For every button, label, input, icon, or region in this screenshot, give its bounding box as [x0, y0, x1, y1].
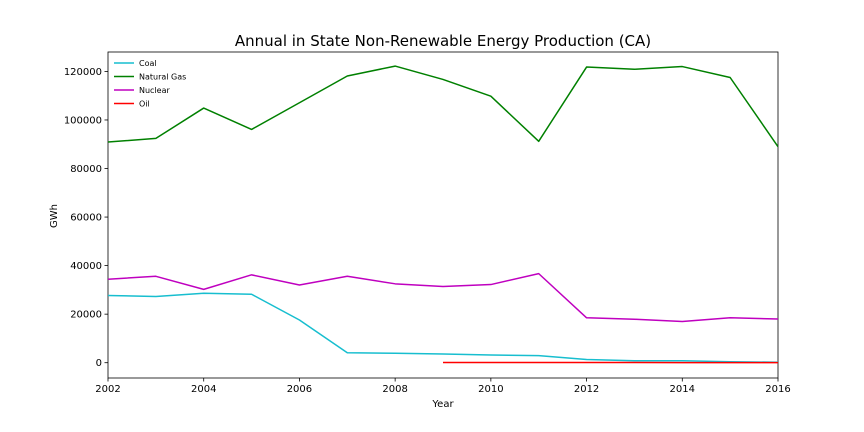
series-line-natural-gas: [108, 65, 778, 148]
y-tick-label: 40000: [70, 261, 102, 272]
legend-label-nuclear: Nuclear: [139, 86, 171, 95]
x-tick-label: 2002: [95, 384, 120, 395]
legend: Coal Natural Gas Nuclear Oil: [114, 59, 186, 109]
series-line-coal: [108, 292, 778, 363]
legend-label-natural-gas: Natural Gas: [139, 73, 186, 82]
x-axis-title: Year: [431, 399, 454, 410]
x-tick-label: 2004: [191, 384, 216, 395]
x-tick-label: 2006: [287, 384, 312, 395]
y-tick-label: 80000: [70, 164, 102, 175]
axes-layer: 2002 2004 2006 2008 2010 2012 2014 2016 0 20000 40…: [64, 51, 791, 395]
chart-title: Annual in State Non-Renewable Energy Pro…: [235, 32, 651, 50]
y-tick-label: 0: [96, 358, 102, 369]
series-layer: [108, 65, 778, 364]
y-tick-label: 20000: [70, 310, 102, 321]
x-tick-label: 2008: [382, 384, 407, 395]
x-tick-label: 2014: [670, 384, 695, 395]
y-tick-label: 100000: [64, 115, 102, 126]
y-tick-label: 120000: [64, 67, 102, 78]
x-tick-label: 2012: [574, 384, 599, 395]
x-tick-label: 2016: [765, 384, 790, 395]
y-tick-label: 60000: [70, 213, 102, 224]
plot-frame: [107, 51, 779, 379]
y-axis-title: GWh: [49, 204, 60, 228]
series-line-nuclear: [108, 272, 778, 323]
x-tick-label: 2010: [478, 384, 503, 395]
legend-label-coal: Coal: [139, 59, 157, 68]
legend-label-oil: Oil: [139, 100, 150, 109]
